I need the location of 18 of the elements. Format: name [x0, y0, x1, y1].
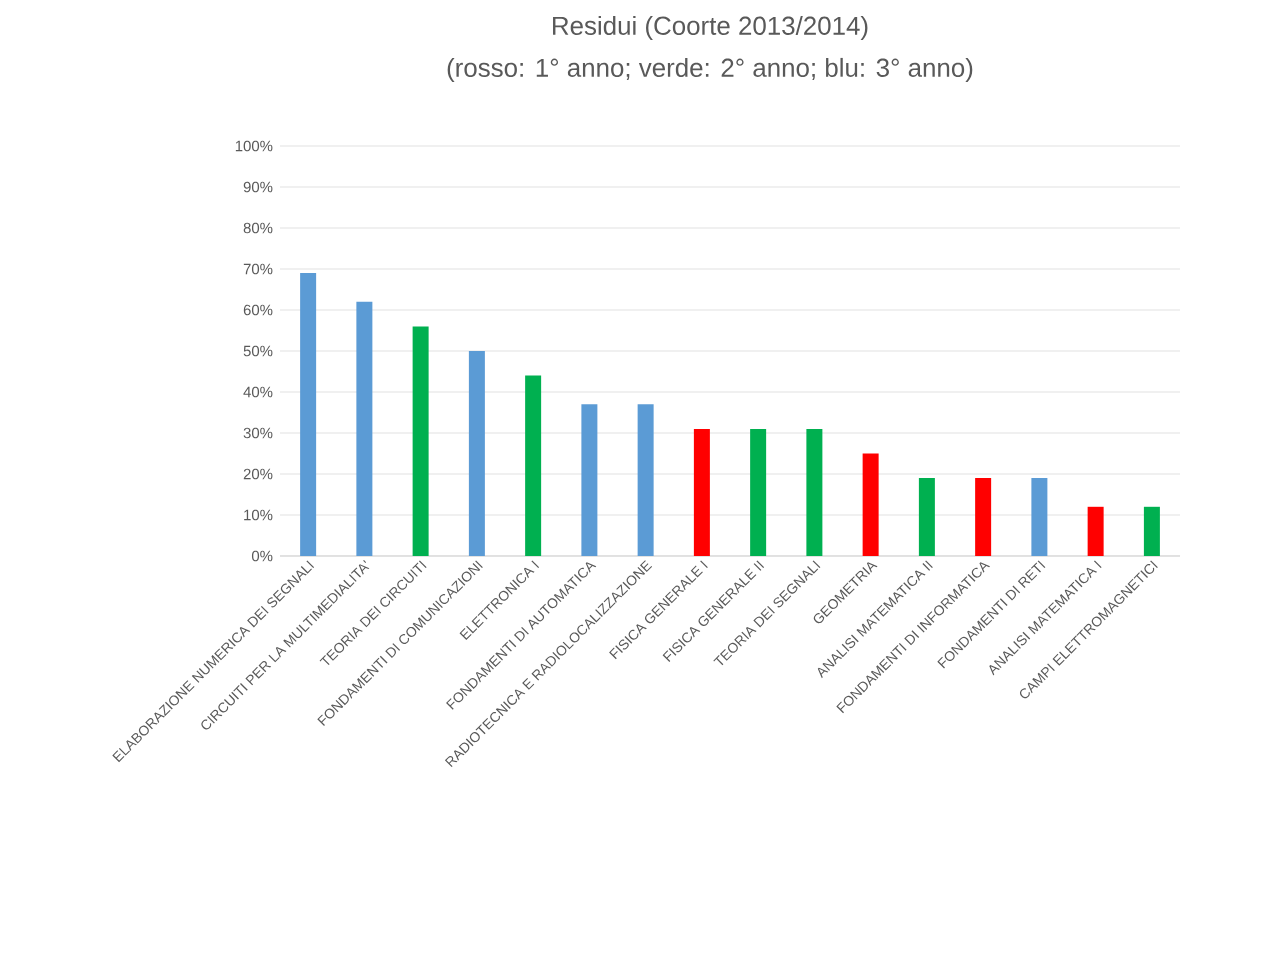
bar: [1087, 506, 1104, 556]
bar: [300, 273, 317, 556]
bar: [637, 404, 654, 556]
bar: [581, 404, 598, 556]
bar: [806, 428, 823, 556]
bar: [525, 375, 542, 556]
bar: [468, 351, 485, 556]
bar: [693, 428, 710, 556]
bar: [412, 326, 429, 556]
bar: [918, 478, 935, 556]
bar: [975, 478, 992, 556]
bar: [862, 453, 879, 556]
bar: [1143, 506, 1160, 556]
chart-subtitle: (rosso: 1° anno; verde: 2° anno; blu: 3° anno): [447, 57, 973, 83]
bar: [1031, 478, 1048, 556]
bar: [750, 428, 767, 556]
bar: [356, 301, 373, 556]
chart-title: Residui (Coorte 2013/2014): [553, 15, 868, 41]
